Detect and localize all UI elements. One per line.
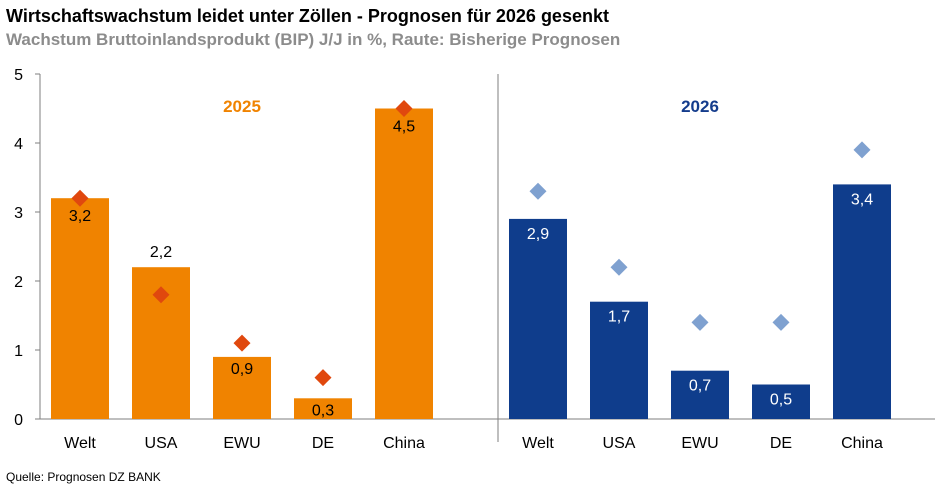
- previous-forecast-diamond: [529, 182, 547, 200]
- previous-forecast-diamond: [610, 258, 628, 276]
- group-label-2026: 2026: [681, 97, 719, 116]
- previous-forecast-diamond: [71, 189, 89, 207]
- y-tick-label: 2: [14, 274, 23, 291]
- value-label: 0,9: [231, 361, 253, 378]
- previous-forecast-diamond: [395, 100, 413, 117]
- y-tick-label: 3: [14, 205, 23, 222]
- value-label: 3,2: [69, 208, 91, 225]
- previous-forecast-diamond: [152, 286, 170, 304]
- value-label: 0,3: [312, 402, 334, 419]
- category-label: USA: [145, 435, 178, 452]
- source-note: Quelle: Prognosen DZ BANK: [6, 470, 161, 484]
- value-label: 0,5: [770, 392, 792, 409]
- bar-2025-Welt: [51, 198, 109, 419]
- previous-forecast-diamond: [772, 313, 790, 331]
- bar-2026-USA: [590, 301, 648, 419]
- category-label: EWU: [223, 435, 260, 452]
- bar-2025-China: [375, 108, 433, 419]
- group-label-2025: 2025: [223, 97, 261, 116]
- chart-title: Wirtschaftswachstum leidet unter Zöllen …: [6, 6, 609, 26]
- bar-2025-DE: [294, 398, 352, 419]
- value-label: 1,7: [608, 309, 630, 326]
- bar-2026-Welt: [509, 218, 567, 419]
- previous-forecast-diamond: [233, 334, 251, 352]
- bar-2026-DE: [752, 384, 810, 419]
- category-label: DE: [770, 435, 792, 452]
- category-label: EWU: [681, 435, 718, 452]
- value-label: 2,9: [527, 226, 549, 243]
- category-label: USA: [603, 435, 636, 452]
- previous-forecast-diamond: [314, 369, 332, 387]
- bar-2025-EWU: [213, 356, 271, 419]
- category-label: Welt: [64, 435, 96, 452]
- previous-forecast-diamond: [853, 141, 871, 159]
- value-label: 2,2: [150, 244, 172, 261]
- value-label: 0,7: [689, 378, 711, 395]
- previous-forecast-diamond: [691, 313, 709, 331]
- value-label: 3,4: [851, 191, 873, 208]
- category-label: Welt: [522, 435, 554, 452]
- value-label: 4,5: [393, 119, 415, 136]
- bar-2026-EWU: [671, 370, 729, 419]
- category-label: DE: [312, 435, 334, 452]
- y-tick-label: 5: [14, 67, 23, 84]
- chart-subtitle: Wachstum Bruttoinlandsprodukt (BIP) J/J …: [6, 30, 621, 49]
- y-tick-label: 4: [14, 136, 23, 153]
- category-label: China: [841, 435, 883, 452]
- y-tick-label: 1: [14, 343, 23, 360]
- y-tick-label: 0: [14, 412, 23, 429]
- bar-2026-China: [833, 184, 891, 419]
- category-label: China: [383, 435, 425, 452]
